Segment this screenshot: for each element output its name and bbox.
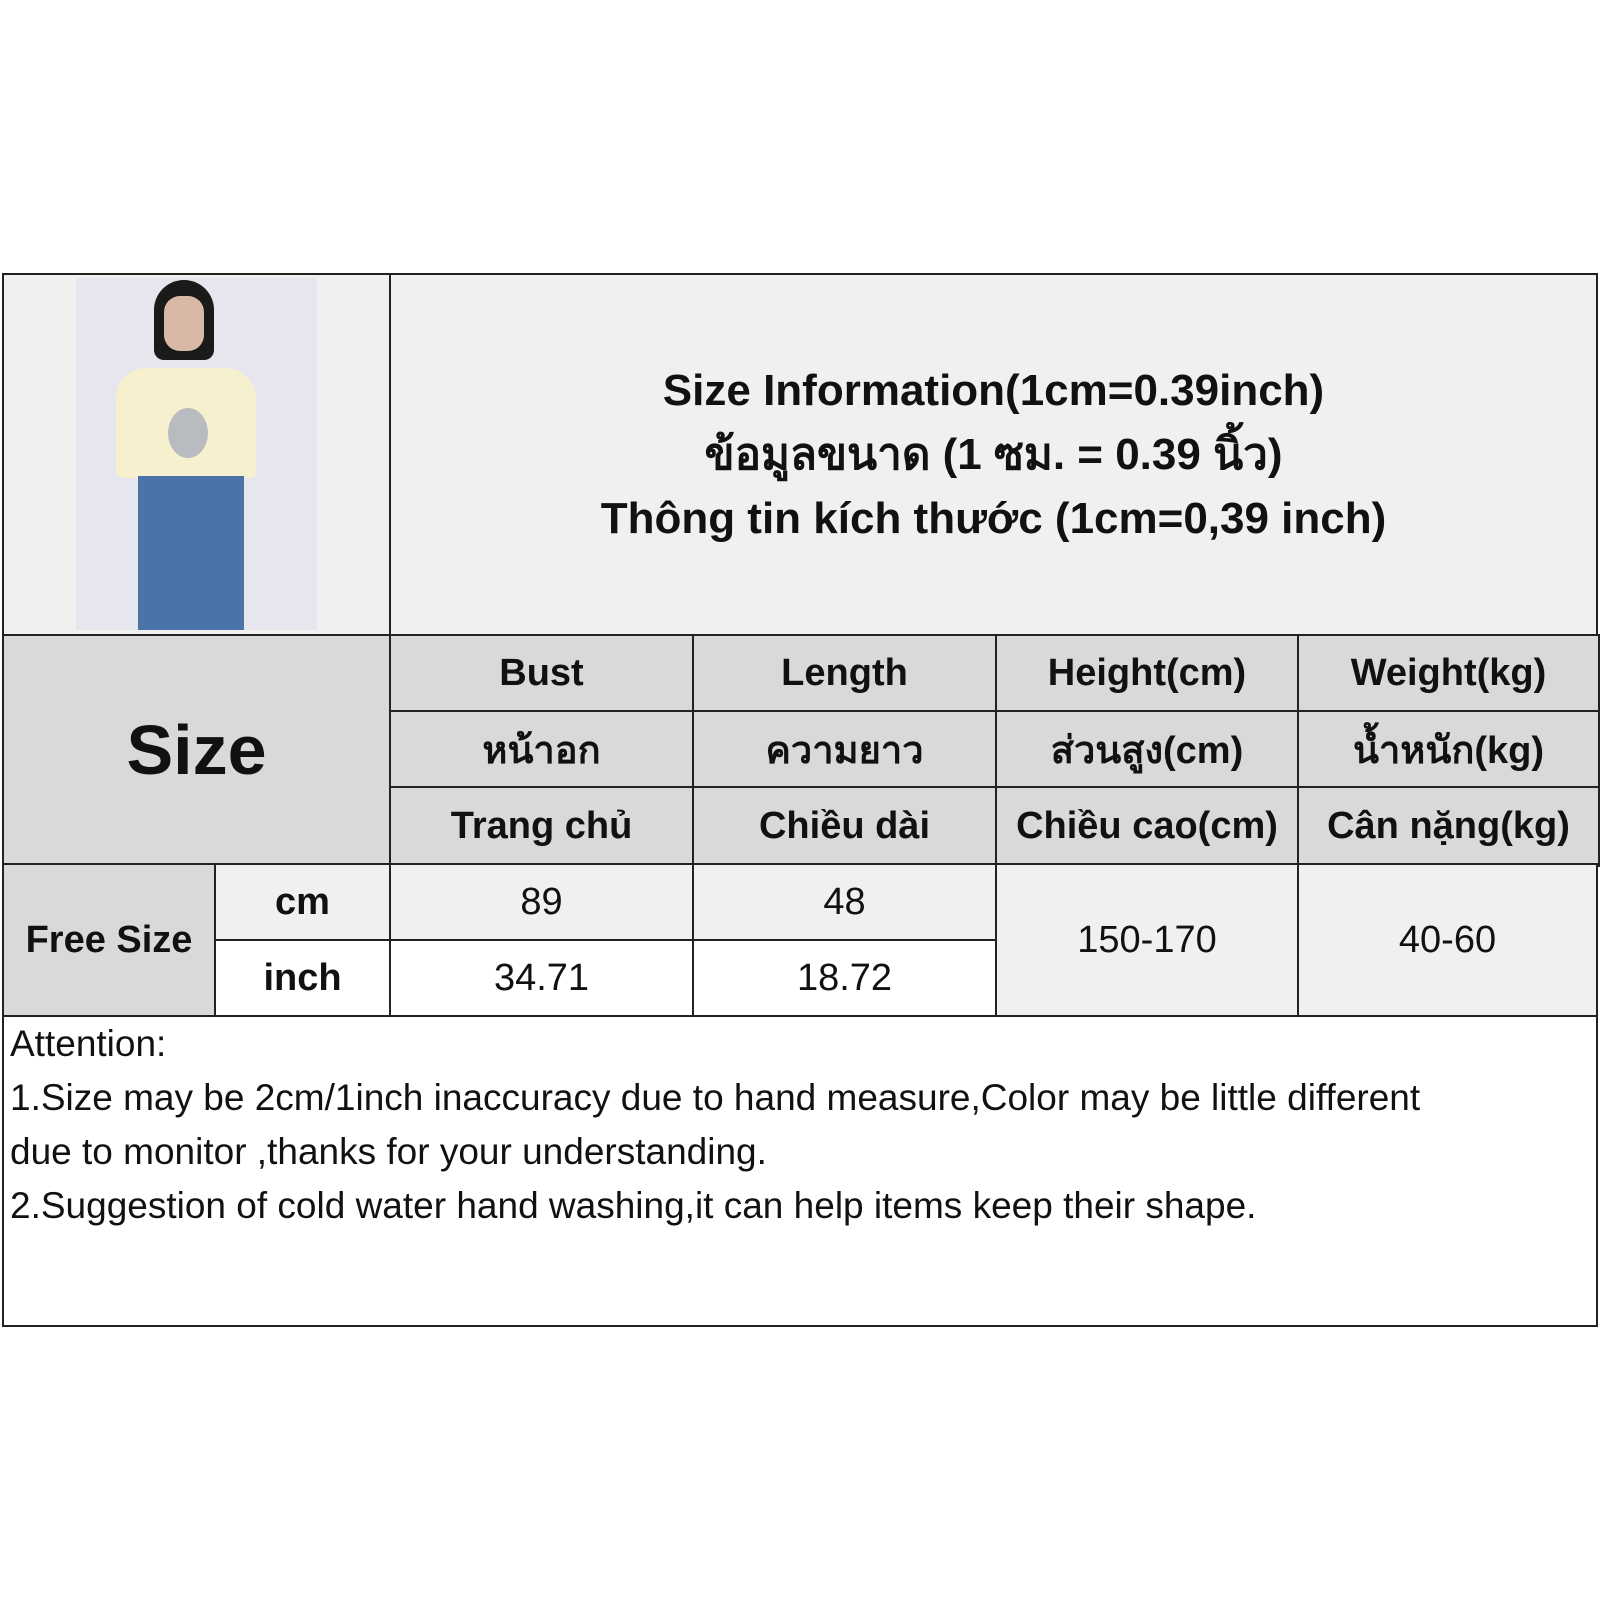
model-photo xyxy=(76,278,317,630)
bust-cm: 89 xyxy=(389,863,694,941)
height-range: 150-170 xyxy=(995,863,1299,1017)
size-header: Size xyxy=(2,634,391,865)
notes-heading: Attention: xyxy=(10,1023,167,1064)
notes-line2: due to monitor ,thanks for your understa… xyxy=(10,1131,767,1172)
notes-line3: 2.Suggestion of cold water hand washing,… xyxy=(10,1185,1257,1226)
column-header-en: Bust xyxy=(389,634,694,712)
column-header-vi: Cân nặng(kg) xyxy=(1297,786,1600,867)
title-th: ข้อมูลขนาด (1 ซม. = 0.39 นิ้ว) xyxy=(704,429,1283,479)
title-en: Size Information(1cm=0.39inch) xyxy=(662,365,1325,415)
column-header-vi: Trang chủ xyxy=(389,786,694,867)
column-header-en: Length xyxy=(692,634,997,712)
unit-inch: inch xyxy=(214,939,391,1017)
notes-box xyxy=(2,1015,1598,1327)
title-cell: Size Information(1cm=0.39inch) ข้อมูลขนา… xyxy=(389,273,1598,636)
notes-line1: 1.Size may be 2cm/1inch inaccuracy due t… xyxy=(10,1077,1421,1118)
column-header-vi: Chiều dài xyxy=(692,786,997,867)
title-vi: Thông tin kích thước (1cm=0,39 inch) xyxy=(600,493,1387,543)
column-header-th: ความยาว xyxy=(692,710,997,788)
row-name: Free Size xyxy=(2,863,216,1017)
bust-inch: 34.71 xyxy=(389,939,694,1017)
column-header-vi: Chiều cao(cm) xyxy=(995,786,1299,867)
column-header-th: ส่วนสูง(cm) xyxy=(995,710,1299,788)
unit-cm: cm xyxy=(214,863,391,941)
column-header-en: Height(cm) xyxy=(995,634,1299,712)
column-header-th: น้ำหนัก(kg) xyxy=(1297,710,1600,788)
column-header-th: หน้าอก xyxy=(389,710,694,788)
length-inch: 18.72 xyxy=(692,939,997,1017)
weight-range: 40-60 xyxy=(1297,863,1598,1017)
length-cm: 48 xyxy=(692,863,997,941)
column-header-en: Weight(kg) xyxy=(1297,634,1600,712)
